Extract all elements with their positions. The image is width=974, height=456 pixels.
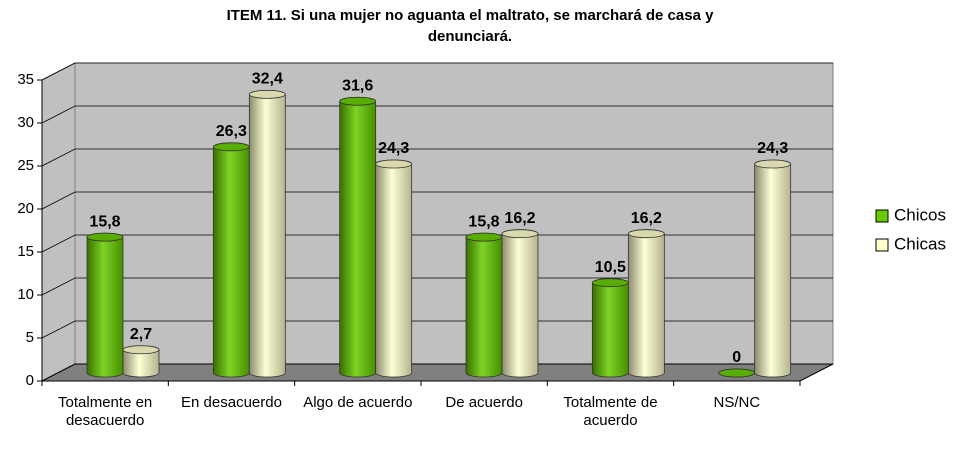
y-tick-label: 10 [17,286,34,303]
value-label: 15,8 [468,213,499,230]
y-tick-label: 35 [17,71,34,88]
grid-line [41,320,833,339]
value-label: 24,3 [378,140,409,157]
bar-top [718,368,756,378]
legend-label: Chicos [894,205,946,224]
y-tick-label: 25 [17,157,34,174]
y-tick-label: 0 [26,372,34,389]
bar-top [248,89,286,99]
bar-top [339,96,377,106]
x-tick-label: De acuerdo [445,394,523,411]
x-tick-label: En desacuerdo [181,394,282,411]
y-tick-label: 20 [17,200,34,217]
bar [375,159,413,378]
chart-title: ITEM 11. Si una mujer no aguanta el malt… [226,7,714,45]
value-label: 10,5 [595,259,626,276]
grid-line [41,105,833,124]
bar [339,96,377,378]
grid-line [41,191,833,210]
x-tick-label: NS/NC [713,394,761,411]
x-tick-label: Totalmente en desacuerdo [58,394,153,429]
legend-swatch [875,209,889,223]
bar-top [591,278,629,288]
legend-label: Chicas [894,234,946,253]
bar-top [212,142,250,152]
bar [591,278,629,378]
side-wall [41,62,76,382]
bar [627,229,665,378]
y-tick-label: 15 [17,243,34,260]
x-tick-label: Algo de acuerdo [303,394,413,411]
bar-top [627,229,665,239]
back-wall [74,62,834,365]
bar-top [122,345,160,355]
value-label: 32,4 [252,71,283,88]
x-tick-label: Totalmente de acuerdo [563,394,658,429]
value-label: 24,3 [757,140,788,157]
value-label: 15,8 [89,213,120,230]
value-label: 16,2 [631,210,662,227]
grid-line [41,277,833,296]
value-label: 0 [732,349,741,366]
grid-line [41,148,833,167]
y-tick-label: 30 [17,114,34,131]
grid-line [41,62,833,81]
bar [465,232,503,378]
bar [248,89,286,378]
bar [501,229,539,378]
bar-top [501,229,539,239]
value-label: 2,7 [130,326,152,343]
value-label: 31,6 [342,77,373,94]
bar [212,142,250,378]
floor [41,363,834,382]
y-tick-label: 5 [26,329,34,346]
value-label: 26,3 [216,123,247,140]
legend-swatch [875,238,889,252]
bar-top [375,159,413,169]
grid-line [41,234,833,253]
bar-top [465,232,503,242]
value-label: 16,2 [504,210,535,227]
bar [86,232,124,378]
bar-top [86,232,124,242]
bar [754,159,792,378]
bar-top [754,159,792,169]
